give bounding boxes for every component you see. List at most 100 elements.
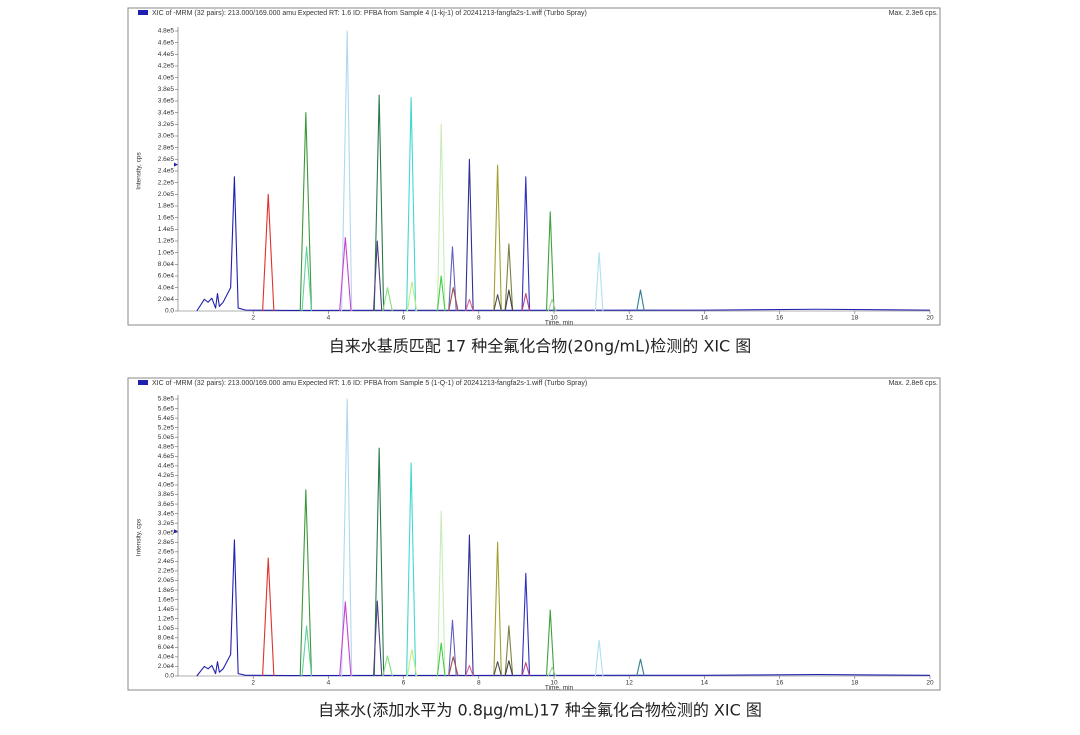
xic-trace: [448, 656, 459, 677]
xic-trace: [636, 289, 645, 312]
x-tick-label: 14: [701, 680, 709, 687]
xic-trace: [436, 510, 446, 677]
xic-trace: [339, 601, 352, 677]
header-icon: [138, 380, 148, 385]
x-tick-label: 10: [550, 315, 558, 322]
xic-trace: [493, 294, 502, 312]
x-tick-label: 20: [926, 315, 934, 322]
xic-trace: [545, 609, 555, 677]
x-tick-label: 8: [477, 680, 481, 687]
y-tick-label: 6.0e4: [158, 273, 175, 280]
xic-trace: [262, 193, 275, 312]
y-tick-label: 8.0e4: [158, 635, 175, 642]
y-tick-label: 3.4e5: [158, 510, 175, 517]
xic-trace: [465, 664, 474, 677]
y-tick-label: 1.8e5: [158, 587, 175, 594]
xic-trace: [594, 639, 604, 677]
y-tick-label: 4.0e5: [158, 482, 175, 489]
y-tick-label: 5.6e5: [158, 405, 175, 412]
y-tick-label: 4.6e5: [158, 453, 175, 460]
header-icon: [138, 10, 148, 15]
y-tick-label: 4.0e4: [158, 284, 175, 291]
xic-trace: [547, 298, 557, 312]
xic-trace: [493, 661, 502, 677]
y-tick-label: 4.6e5: [158, 39, 175, 46]
y-tick-label: 3.0e5: [158, 529, 175, 536]
x-tick-label: 6: [402, 315, 406, 322]
y-tick-label: 8.0e4: [158, 261, 175, 268]
xic-trace: [436, 642, 446, 677]
y-tick-label: 2.0e5: [158, 191, 175, 198]
xic-trace: [372, 600, 383, 677]
xic-trace: [341, 398, 353, 677]
xic-trace: [493, 164, 502, 312]
xic-trace: [521, 572, 531, 677]
xic-trace: [504, 243, 514, 312]
xic-trace: [301, 246, 313, 312]
y-tick-label: 4.2e5: [158, 63, 175, 70]
y-marker: [174, 529, 178, 534]
xic-trace: [406, 96, 417, 312]
xic-trace: [382, 655, 393, 677]
y-tick-label: 3.0e5: [158, 133, 175, 140]
y-tick-label: 2.2e5: [158, 179, 175, 186]
x-tick-label: 2: [251, 680, 255, 687]
y-tick-label: 4.0e5: [158, 74, 175, 81]
y-tick-label: 2.4e5: [158, 168, 175, 175]
y-tick-label: 2.4e5: [158, 558, 175, 565]
xic-trace: [594, 252, 604, 312]
y-tick-label: 1.2e5: [158, 238, 175, 245]
xic-trace: [504, 660, 514, 677]
y-tick-label: 1.4e5: [158, 226, 175, 233]
xic-trace: [373, 94, 385, 312]
x-tick-label: 14: [701, 315, 709, 322]
xic-trace: [339, 236, 352, 312]
y-tick-label: 5.8e5: [158, 396, 175, 403]
x-tick-label: 6: [402, 680, 406, 687]
y-tick-label: 3.4e5: [158, 109, 175, 116]
y-tick-label: 1.6e5: [158, 214, 175, 221]
xic-trace: [406, 281, 418, 312]
xic-trace: [504, 289, 514, 312]
x-tick-label: 8: [477, 315, 481, 322]
xic-trace: [521, 662, 531, 677]
xic-trace: [465, 534, 474, 677]
xic-trace: [465, 158, 474, 312]
xic-trace: [262, 557, 275, 677]
y-tick-label: 3.8e5: [158, 86, 175, 93]
xic-trace: [521, 176, 531, 312]
xic-trace: [504, 625, 514, 677]
max-annotation: Max. 2.8e6 cps.: [889, 380, 938, 387]
y-marker: [174, 162, 178, 167]
x-axis-label: Time, min: [545, 320, 574, 327]
xic-trace: [547, 666, 557, 677]
y-tick-label: 1.2e5: [158, 615, 175, 622]
y-tick-label: 5.4e5: [158, 415, 175, 422]
y-tick-label: 2.0e5: [158, 577, 175, 584]
y-tick-label: 1.0e5: [158, 249, 175, 256]
xic-trace: [448, 287, 459, 312]
y-tick-label: 2.6e5: [158, 549, 175, 556]
y-axis-label: Intensity, cps: [136, 152, 143, 190]
y-tick-label: 1.0e5: [158, 625, 175, 632]
y-axis-label: Intensity, cps: [136, 518, 143, 556]
xic-trace: [299, 112, 313, 312]
xic-trace: [406, 462, 417, 677]
chart-frame: [127, 377, 941, 691]
y-tick-label: 3.2e5: [158, 121, 175, 128]
x-axis-label: Time, min: [545, 685, 574, 692]
y-tick-label: 3.6e5: [158, 98, 175, 105]
y-tick-label: 3.2e5: [158, 520, 175, 527]
chart-title: XIC of -MRM (32 pairs): 213.000/169.000 …: [152, 10, 587, 17]
xic-trace: [493, 541, 502, 677]
y-tick-label: 4.2e5: [158, 472, 175, 479]
xic-trace: [373, 447, 385, 677]
xic-trace: [448, 619, 457, 677]
x-tick-label: 16: [776, 680, 784, 687]
figure-caption: 自来水基质匹配 17 种全氟化合物(20ng/mL)检测的 XIC 图: [329, 337, 752, 356]
xic-trace: [436, 275, 446, 312]
x-tick-label: 12: [626, 315, 634, 322]
x-tick-label: 18: [851, 680, 859, 687]
chart-title: XIC of -MRM (32 pairs): 213.000/169.000 …: [152, 380, 587, 387]
xic-trace: [436, 123, 446, 312]
